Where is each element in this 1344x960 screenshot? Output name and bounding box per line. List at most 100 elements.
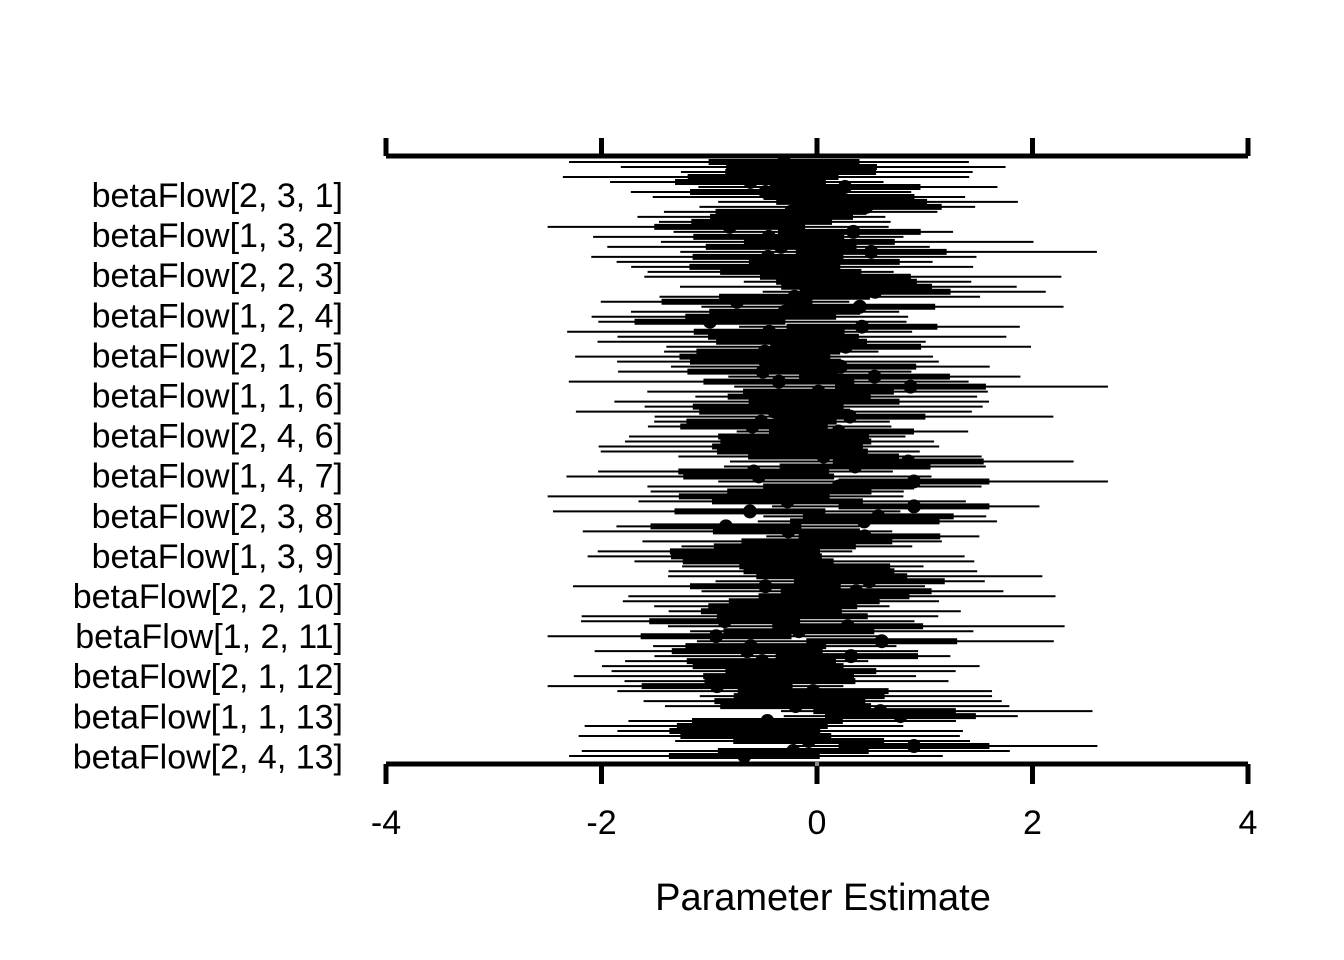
x-axis-title: Parameter Estimate [655, 877, 991, 919]
median-point [824, 569, 839, 584]
median-point [816, 449, 831, 464]
parameter-label: betaFlow[1, 2, 4] [92, 297, 343, 335]
parameter-label: betaFlow[2, 3, 1] [92, 177, 343, 215]
parameter-label: betaFlow[2, 2, 3] [92, 257, 343, 295]
median-point [702, 314, 717, 329]
median-point [812, 234, 827, 249]
median-point [718, 519, 733, 534]
median-point [842, 409, 857, 424]
x-tick-label: -2 [586, 804, 616, 842]
median-point [831, 479, 846, 494]
median-point [774, 239, 789, 254]
parameter-label: betaFlow[2, 3, 8] [92, 498, 343, 536]
median-point [864, 244, 879, 259]
parameter-label: betaFlow[1, 1, 13] [73, 698, 343, 736]
median-point [786, 744, 801, 759]
parameter-labels: betaFlow[2, 3, 1]betaFlow[1, 3, 2]betaFl… [73, 177, 343, 776]
parameter-label: betaFlow[2, 2, 10] [73, 578, 343, 616]
median-point [784, 334, 799, 349]
median-point [844, 649, 859, 664]
median-point [710, 679, 725, 694]
median-point [857, 514, 872, 529]
median-point [787, 289, 802, 304]
median-point [757, 259, 772, 274]
median-point [761, 659, 776, 674]
median-point [834, 274, 849, 289]
median-point [749, 214, 764, 229]
median-point [852, 299, 867, 314]
median-point [859, 199, 874, 214]
median-point [762, 324, 777, 339]
parameter-label: betaFlow[2, 1, 5] [92, 337, 343, 375]
parameter-label: betaFlow[2, 1, 12] [73, 658, 343, 696]
median-point [785, 609, 800, 624]
parameter-label: betaFlow[1, 3, 2] [92, 217, 343, 255]
median-point [747, 489, 762, 504]
median-point [737, 724, 752, 739]
median-point [791, 624, 806, 639]
median-point [838, 339, 853, 354]
median-point [760, 714, 775, 729]
median-point [893, 709, 908, 724]
median-point [906, 474, 921, 489]
median-point [833, 359, 848, 374]
median-point [729, 294, 744, 309]
x-tick-label: -4 [371, 804, 401, 842]
median-points [702, 155, 921, 763]
median-point [811, 564, 826, 579]
median-point [755, 364, 770, 379]
median-point [849, 279, 864, 294]
median-point [871, 509, 886, 524]
median-point [759, 604, 774, 619]
median-point [793, 664, 808, 679]
median-point [722, 219, 737, 234]
median-point [709, 629, 724, 644]
median-point [809, 534, 824, 549]
median-point [771, 374, 786, 389]
median-point [751, 469, 766, 484]
median-point [753, 309, 768, 324]
median-point [868, 284, 883, 299]
median-point [873, 704, 888, 719]
median-point [747, 349, 762, 364]
median-point [767, 404, 782, 419]
parameter-label: betaFlow[1, 2, 11] [75, 618, 343, 656]
median-point [756, 169, 771, 184]
median-point [854, 319, 869, 334]
parameter-label: betaFlow[2, 4, 6] [92, 418, 343, 456]
median-point [742, 504, 757, 519]
median-point [777, 304, 792, 319]
median-point [844, 194, 859, 209]
median-point [874, 634, 889, 649]
median-point [817, 254, 832, 269]
median-point [801, 734, 816, 749]
x-tick-label: 0 [808, 804, 827, 842]
median-point [772, 674, 787, 689]
median-point [776, 599, 791, 614]
median-point [840, 619, 855, 634]
median-point [737, 749, 752, 763]
median-point [717, 614, 732, 629]
median-point [788, 389, 803, 404]
median-point [831, 189, 846, 204]
median-point [857, 529, 872, 544]
median-point [761, 229, 776, 244]
parameter-label: betaFlow[1, 1, 6] [92, 378, 343, 416]
median-point [846, 224, 861, 239]
median-point [740, 644, 755, 659]
median-point [788, 699, 803, 714]
median-point [778, 209, 793, 224]
median-point [849, 584, 864, 599]
median-point [785, 444, 800, 459]
parameter-label: betaFlow[1, 3, 9] [92, 538, 343, 576]
median-point [903, 379, 918, 394]
axes: -4 -2 0 2 4 [371, 138, 1257, 842]
median-point [848, 459, 863, 474]
median-point [901, 454, 916, 469]
median-point [773, 539, 788, 554]
x-tick-label: 2 [1023, 804, 1042, 842]
median-point [788, 264, 803, 279]
median-point [739, 549, 754, 564]
median-point [781, 524, 796, 539]
